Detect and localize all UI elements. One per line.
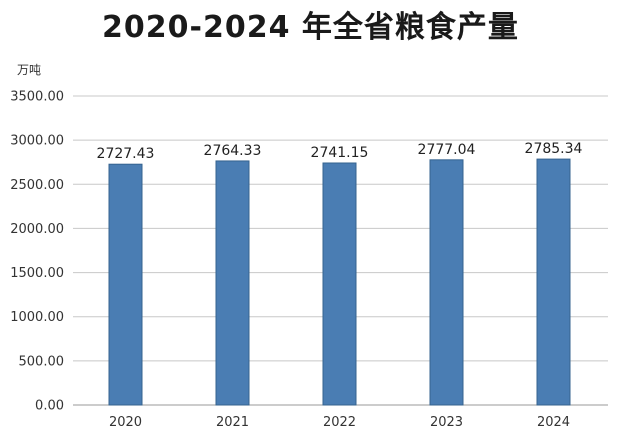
y-tick-label: 1500.00 <box>10 266 64 281</box>
x-tick-label-2023: 2023 <box>430 415 463 430</box>
x-tick-label-2024: 2024 <box>537 415 570 430</box>
x-axis-tick-labels: 2020 2021 2022 2023 2024 <box>109 415 570 430</box>
x-tick-label-2021: 2021 <box>216 415 249 430</box>
bar-2023 <box>429 159 464 406</box>
bar-2022 <box>322 162 357 406</box>
y-axis-tick-labels: 0.00 500.00 1000.00 1500.00 2000.00 2500.00 30… <box>10 90 64 414</box>
data-label-2024: 2785.34 <box>525 141 583 157</box>
y-tick-label: 1000.00 <box>10 310 64 325</box>
y-tick-label: 2500.00 <box>10 178 64 193</box>
data-label-2020: 2727.43 <box>97 146 155 162</box>
y-tick-label: 0.00 <box>35 399 64 414</box>
data-label-2021: 2764.33 <box>204 143 262 159</box>
y-tick-label: 2000.00 <box>10 222 64 237</box>
y-axis-unit-label: 万吨 <box>17 63 41 77</box>
bars <box>108 158 571 406</box>
bar-2024 <box>536 158 571 406</box>
x-tick-label-2020: 2020 <box>109 415 142 430</box>
data-label-2022: 2741.15 <box>311 145 369 161</box>
chart-title: 2020-2024 年全省粮食产量 <box>102 10 519 45</box>
y-tick-label: 3500.00 <box>10 90 64 105</box>
y-tick-label: 3000.00 <box>10 134 64 149</box>
data-label-2023: 2777.04 <box>418 142 476 158</box>
data-labels: 2727.43 2764.33 2741.15 2777.04 2785.34 <box>97 141 583 162</box>
bar-2021 <box>215 160 250 406</box>
y-tick-label: 500.00 <box>19 354 65 369</box>
bar-2020 <box>108 163 143 406</box>
x-tick-label-2022: 2022 <box>323 415 356 430</box>
